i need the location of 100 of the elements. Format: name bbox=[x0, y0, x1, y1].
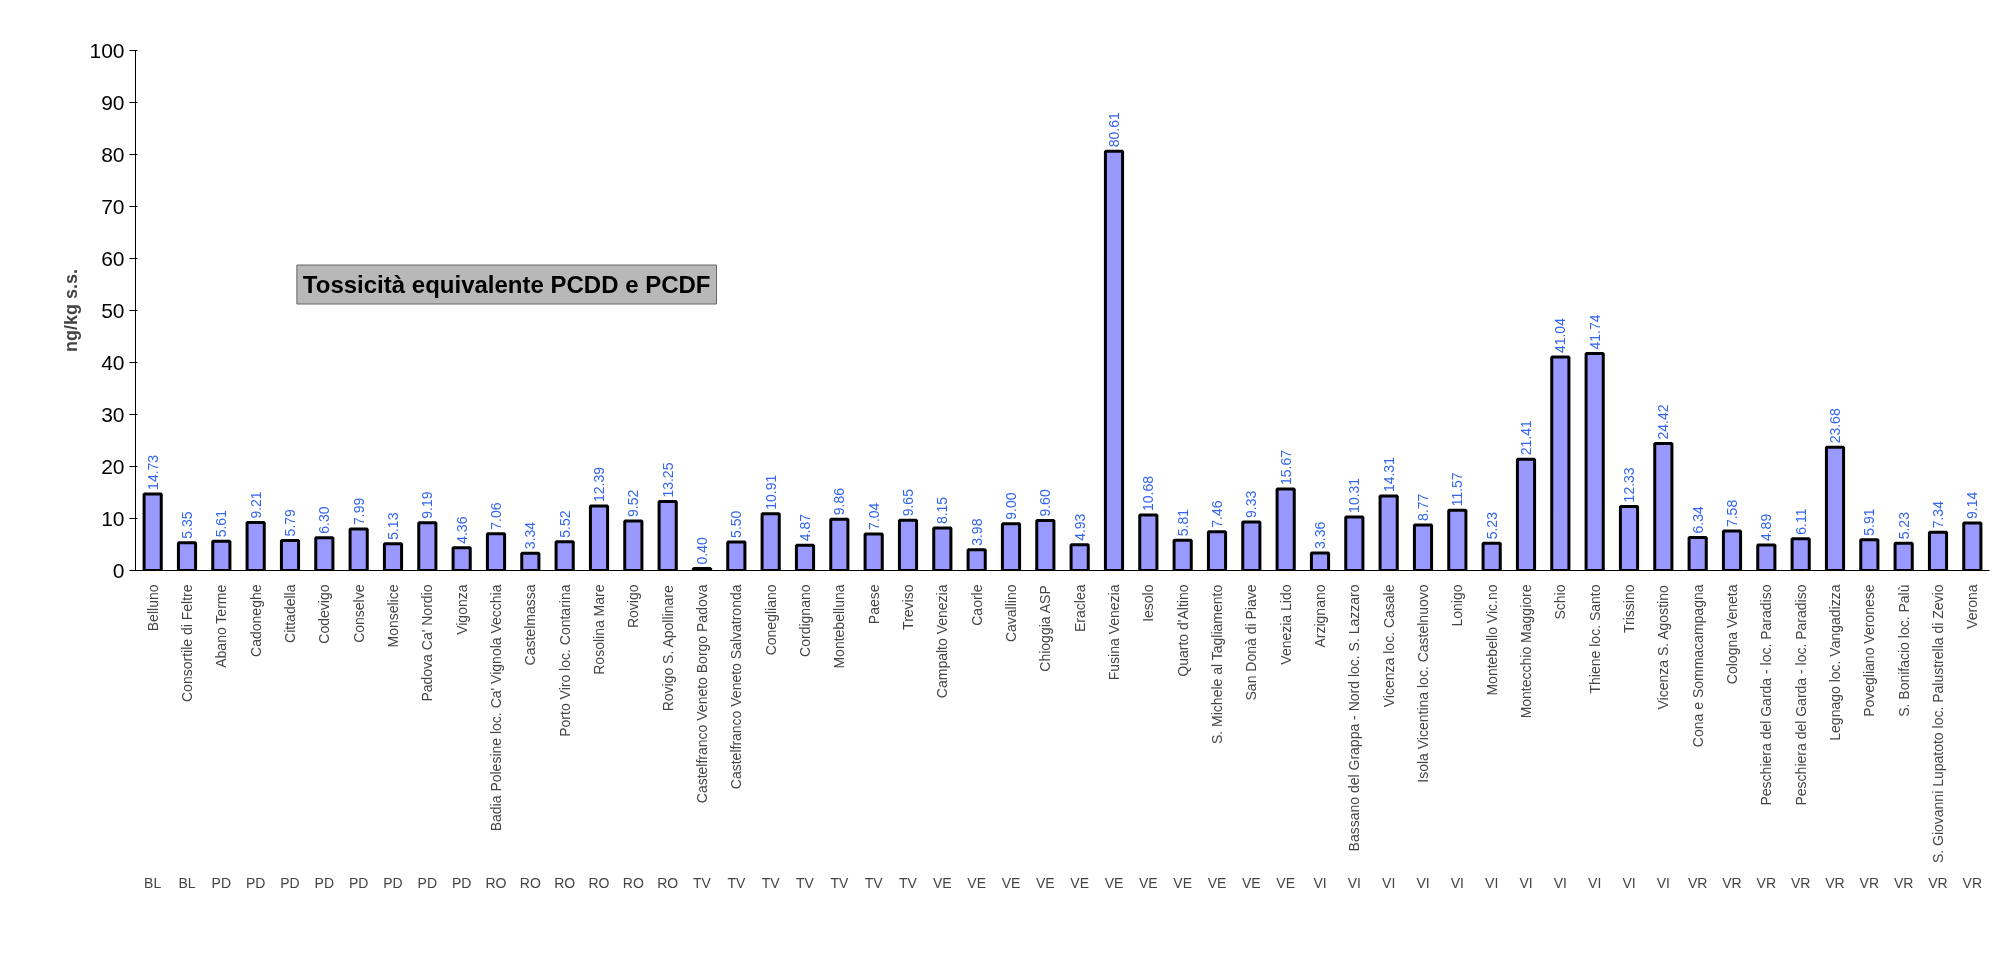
x-tick-label: Cologna Veneta bbox=[1724, 584, 1740, 685]
text: PD bbox=[383, 874, 403, 891]
data-label: 9.19 bbox=[419, 491, 436, 519]
y-tick-label: 80 bbox=[101, 142, 125, 166]
x-tick-label: Castelfranco Veneto Borgo Padova bbox=[694, 584, 710, 804]
data-label: 8.15 bbox=[934, 496, 951, 525]
x-tick-label: Consortile di Feltre bbox=[179, 584, 195, 702]
data-label: 4.89 bbox=[1758, 513, 1775, 542]
x-tick-label: Rovigo bbox=[625, 584, 642, 629]
data-label: 14.31 bbox=[1380, 456, 1397, 493]
data-label: 5.23 bbox=[1895, 511, 1912, 540]
data-label: 9.86 bbox=[831, 487, 848, 516]
data-label: 9.33 bbox=[1243, 490, 1260, 518]
text: RO bbox=[588, 874, 610, 891]
text: Tossicità equivalente PCDD e PCDF bbox=[302, 271, 711, 298]
y-tick-label: 0 bbox=[112, 558, 125, 582]
x-tick-label: Belluno bbox=[144, 584, 161, 632]
x-tick-label: Arzignano bbox=[1312, 584, 1328, 648]
x-tick-label: Montecchio Maggiore bbox=[1518, 584, 1534, 719]
text: PD bbox=[280, 874, 300, 891]
data-label: 3.36 bbox=[1312, 521, 1328, 550]
text: VR bbox=[1928, 874, 1948, 891]
text: RO bbox=[622, 874, 644, 891]
data-label: 11.57 bbox=[1449, 472, 1466, 507]
x-tick-label: S. Michele al Tagliamento bbox=[1209, 584, 1225, 745]
x-tick-label: Chioggia ASP bbox=[1037, 585, 1054, 672]
text: PD bbox=[417, 874, 438, 891]
x-tick-label: Iesolo bbox=[1140, 584, 1157, 622]
x-tick-label: S. Bonifacio loc. Palù bbox=[1895, 584, 1912, 717]
data-label: 21.41 bbox=[1518, 419, 1534, 456]
data-label: 5.91 bbox=[1861, 508, 1878, 536]
x-tick-label: Thiene loc. Santo bbox=[1586, 584, 1603, 694]
text: VE bbox=[1036, 874, 1055, 891]
text: VR bbox=[1722, 874, 1742, 891]
y-tick-label: 50 bbox=[101, 298, 125, 322]
x-tick-label: Vicenza S. Agostino bbox=[1655, 585, 1672, 710]
x-tick-label: Treviso bbox=[900, 584, 916, 630]
x-tick-label: Isola Vicentina loc. Castelnuovo bbox=[1415, 584, 1431, 783]
data-label: 3.98 bbox=[968, 518, 985, 546]
x-tick-label: Cittadella bbox=[282, 584, 298, 643]
data-label: 3.34 bbox=[522, 521, 539, 550]
data-label: 80.61 bbox=[1106, 112, 1122, 148]
x-tick-label: Conselve bbox=[350, 584, 367, 643]
data-label: 24.42 bbox=[1655, 404, 1672, 440]
text: BL bbox=[144, 874, 162, 891]
text: PD bbox=[211, 874, 232, 891]
data-label: 13.25 bbox=[659, 462, 676, 498]
data-label: 9.00 bbox=[1003, 492, 1019, 520]
x-tick-label: Paese bbox=[865, 584, 882, 625]
data-label: 9.60 bbox=[1037, 489, 1054, 517]
text: VI bbox=[1622, 874, 1636, 891]
x-tick-label: Cadoneghe bbox=[247, 584, 264, 657]
data-label: 0.40 bbox=[694, 536, 710, 565]
x-tick-label: Porto Viro loc. Contarina bbox=[556, 584, 573, 737]
text: VI bbox=[1450, 874, 1464, 891]
y-tick-label: 90 bbox=[101, 90, 125, 114]
x-tick-label: S. Giovanni Lupatoto loc. Palustrella di Zevio bbox=[1930, 584, 1946, 864]
data-label: 5.61 bbox=[213, 509, 230, 538]
data-label: 9.65 bbox=[900, 488, 916, 517]
text: VR bbox=[1756, 874, 1777, 891]
y-tick-label: 60 bbox=[101, 246, 125, 270]
x-tick-label: Campalto Venezia bbox=[934, 584, 951, 699]
text: VE bbox=[1173, 874, 1193, 891]
x-tick-label: Vigonza bbox=[453, 584, 470, 635]
text: VI bbox=[1347, 874, 1361, 891]
x-tick-label: Montebelluna bbox=[831, 584, 848, 669]
text: VR bbox=[1962, 874, 1983, 891]
x-tick-label: Trissino bbox=[1621, 584, 1637, 633]
x-tick-label: Vicenza loc. Casale bbox=[1380, 584, 1397, 708]
data-label: 5.52 bbox=[556, 510, 573, 538]
y-tick-label: 10 bbox=[101, 506, 125, 530]
text: TV bbox=[761, 874, 781, 891]
data-label: 7.06 bbox=[488, 502, 504, 530]
data-label: 6.34 bbox=[1689, 506, 1706, 534]
x-tick-label: Schio bbox=[1552, 584, 1569, 620]
x-tick-label: Montebello Vic.no bbox=[1483, 584, 1500, 696]
text: VR bbox=[1859, 874, 1880, 891]
data-label: 12.39 bbox=[591, 466, 607, 503]
text: VE bbox=[1001, 874, 1021, 891]
x-tick-label: San Donà di Piave bbox=[1243, 584, 1260, 701]
x-tick-label: Cona e Sommacampagna bbox=[1689, 584, 1706, 748]
data-label: 5.79 bbox=[282, 508, 298, 537]
y-tick-label: 30 bbox=[101, 402, 125, 426]
text: VE bbox=[1207, 874, 1227, 891]
x-tick-label: Monselice bbox=[385, 584, 401, 648]
x-tick-label: Eraclea bbox=[1071, 584, 1088, 632]
data-label: 6.11 bbox=[1792, 508, 1809, 535]
text: VI bbox=[1519, 874, 1533, 891]
y-tick-label: 40 bbox=[101, 350, 125, 374]
text: VR bbox=[1687, 874, 1708, 891]
data-label: 9.52 bbox=[625, 489, 642, 517]
x-tick-label: Cordignano bbox=[797, 584, 813, 657]
text: VI bbox=[1553, 874, 1567, 891]
data-label: 12.33 bbox=[1621, 467, 1637, 503]
data-label: 7.46 bbox=[1209, 500, 1225, 528]
data-label: 7.99 bbox=[350, 497, 367, 525]
text: PD bbox=[451, 874, 472, 891]
data-label: 7.04 bbox=[865, 502, 882, 530]
data-label: 4.36 bbox=[453, 516, 470, 544]
data-label: 6.30 bbox=[316, 506, 333, 534]
